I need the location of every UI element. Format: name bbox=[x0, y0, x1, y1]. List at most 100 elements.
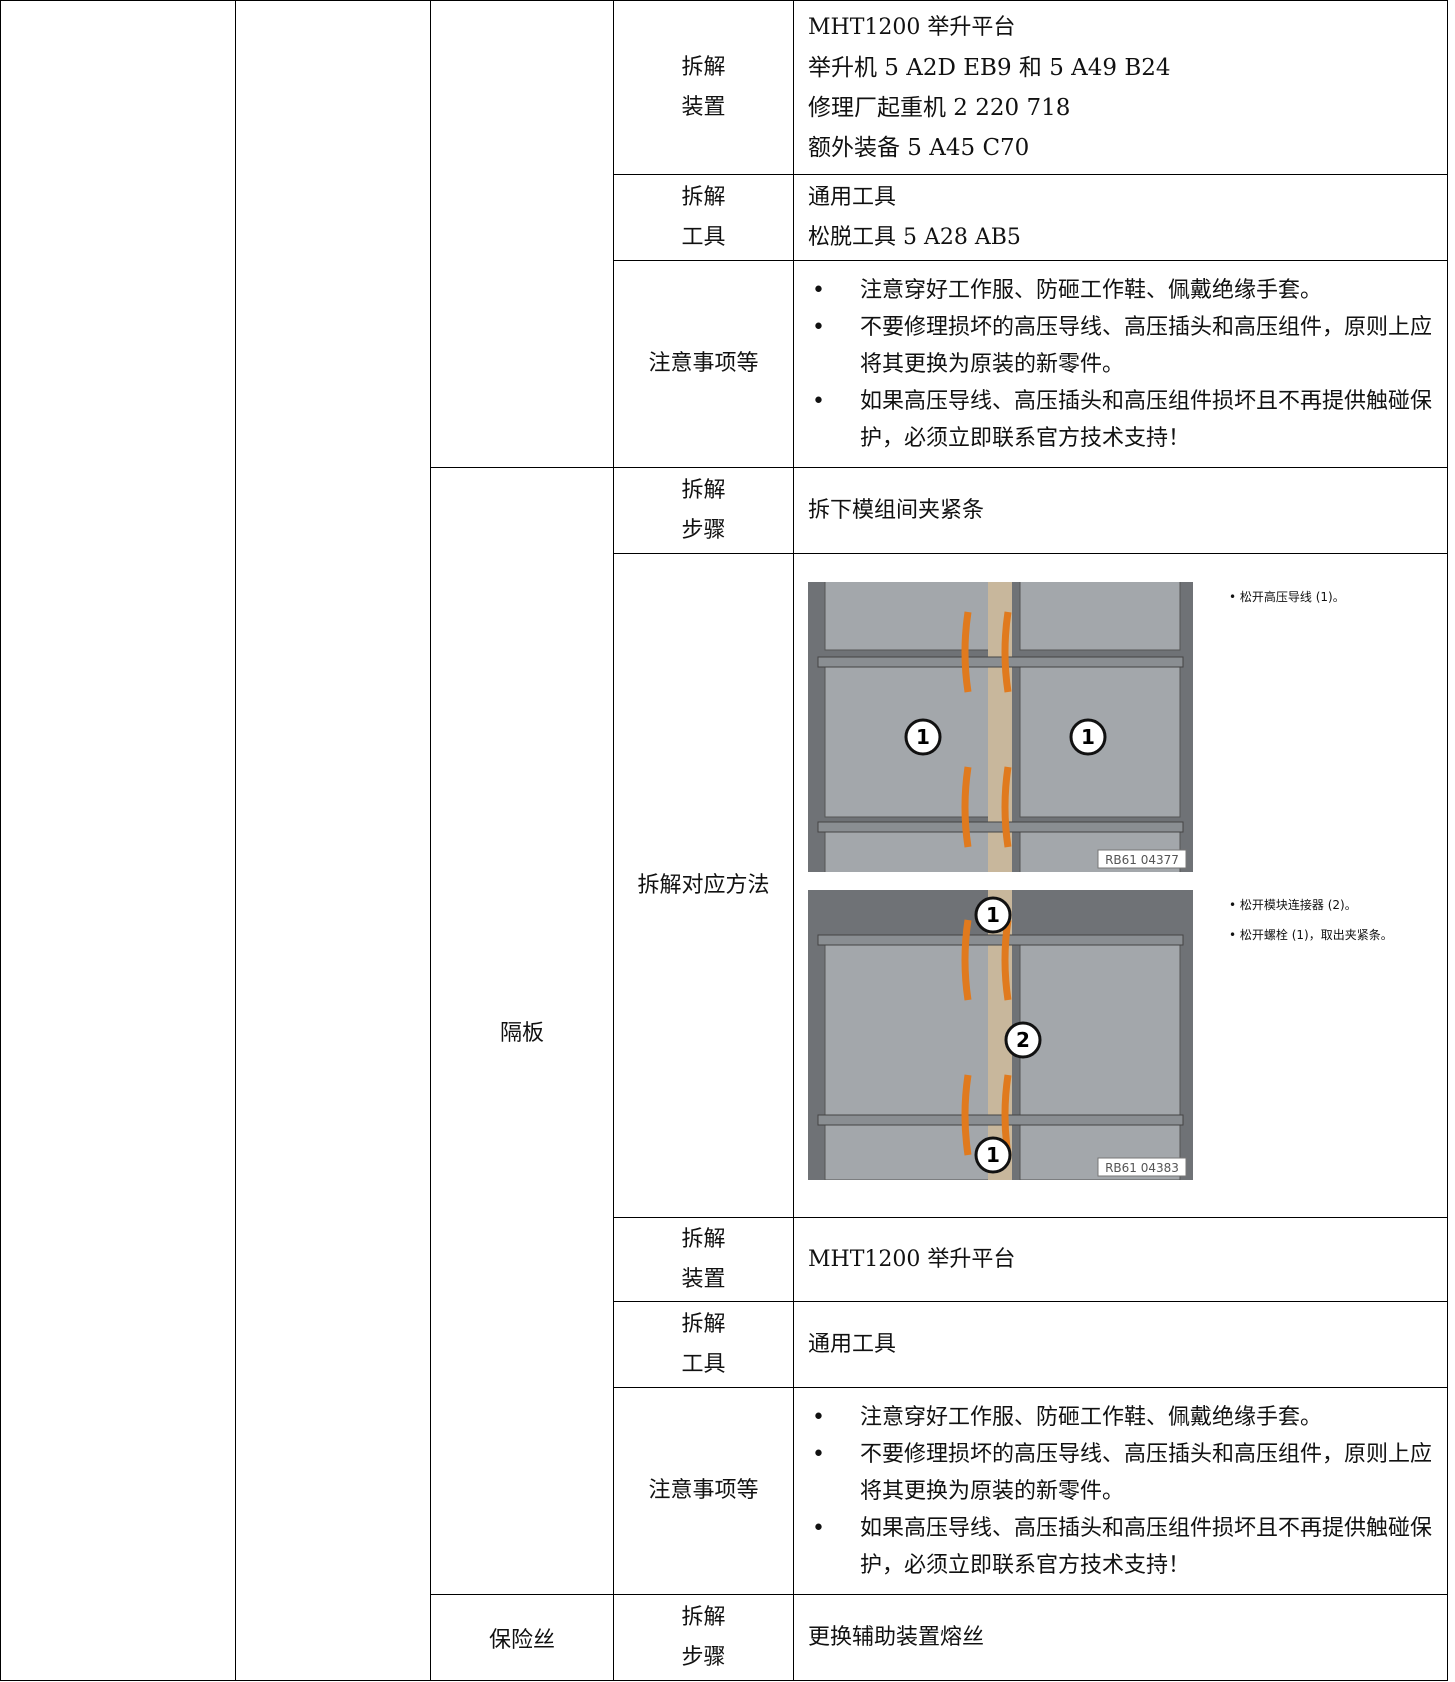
bullet: • bbox=[812, 314, 825, 340]
bullet-text: 不要修理损坏的高压导线、高压插头和高压组件，原则上应将其更换为原装的新零件。 bbox=[860, 1441, 1433, 1504]
figure-image: 1 1 RB61 04377 bbox=[808, 581, 1193, 872]
code-box bbox=[1097, 1157, 1187, 1176]
row-content: MHT1200 举升平台 bbox=[793, 1217, 1448, 1302]
figure-notes: • 松开高压导线 (1)。 bbox=[1193, 582, 1345, 872]
label-line: 拆解 bbox=[681, 54, 726, 80]
callout-number: 1 bbox=[916, 725, 930, 749]
row-label: 拆解 工具 bbox=[613, 174, 794, 261]
label-line: 注意事项等 bbox=[648, 351, 759, 376]
label-line: 拆解 bbox=[681, 184, 726, 210]
bullet-text: 如果高压导线、高压插头和高压组件损坏且不再提供触碰保护，必须立即联系官方技术支持… bbox=[860, 388, 1433, 451]
callout-circle bbox=[974, 1136, 1012, 1173]
cable bbox=[1001, 610, 1012, 693]
content-line: 更换辅助装置熔丝 bbox=[808, 1624, 985, 1650]
figure: 1 1 RB61 04377 • 松开高压导线 (1)。 bbox=[808, 581, 1441, 872]
table-row: 拆解 装置 MHT1200 举升平台 bbox=[1, 1217, 1448, 1302]
cable bbox=[961, 918, 972, 1001]
row-content: 拆下模组间夹紧条 bbox=[793, 467, 1448, 554]
callout-number: 1 bbox=[1081, 725, 1095, 749]
label-line: 装置 bbox=[681, 94, 726, 120]
row-content: 1 1 RB61 04377 • 松开高压导线 (1)。 1 2 1 RB61 04383 • … bbox=[793, 553, 1448, 1218]
bullet-item: • 不要修理损坏的高压导线、高压插头和高压组件，原则上应将其更换为原装的新零件。 bbox=[808, 1436, 1441, 1510]
image-code: RB61 04377 bbox=[1105, 853, 1179, 867]
cable bbox=[1001, 918, 1012, 1001]
figure-note: • 松开螺栓 (1)，取出夹紧条。 bbox=[1229, 927, 1393, 942]
rail bbox=[817, 656, 1184, 667]
content-line: MHT1200 举升平台 bbox=[808, 1246, 1016, 1272]
bullet: • bbox=[812, 277, 825, 303]
content-line: 修理厂起重机 2 220 718 bbox=[808, 94, 1071, 121]
rail bbox=[817, 821, 1184, 832]
bullet-item: • 注意穿好工作服、防砸工作鞋、佩戴绝缘手套。 bbox=[808, 1399, 1441, 1436]
figure-image: 1 2 1 RB61 04383 bbox=[808, 889, 1193, 1180]
figure-note: • 松开高压导线 (1)。 bbox=[1229, 589, 1345, 604]
empty-cell bbox=[235, 0, 431, 1681]
callout-circle bbox=[1004, 1021, 1042, 1058]
label-line: 拆解对应方法 bbox=[637, 872, 770, 898]
table-row: 隔板 拆解 步骤 拆下模组间夹紧条 bbox=[1, 467, 1448, 1595]
row-content: 更换辅助装置熔丝 bbox=[793, 1594, 1448, 1681]
table-row: 注意事项等 • 注意穿好工作服、防砸工作鞋、佩戴绝缘手套。 • 不要修理损坏的高压导线、… bbox=[1, 1387, 1448, 1595]
bullet: • bbox=[812, 388, 825, 414]
label-line: 装置 bbox=[681, 1266, 726, 1292]
content-line: 举升机 5 A2D EB9 和 5 A49 B24 bbox=[808, 54, 1171, 81]
row-label: 注意事项等 bbox=[613, 1387, 794, 1595]
rail bbox=[817, 1114, 1184, 1125]
row-label: 拆解 装置 bbox=[613, 1217, 794, 1302]
bullet-text: 如果高压导线、高压插头和高压组件损坏且不再提供触碰保护，必须立即联系官方技术支持… bbox=[860, 1515, 1433, 1578]
bullet-item: • 注意穿好工作服、防砸工作鞋、佩戴绝缘手套。 bbox=[808, 272, 1441, 309]
rail bbox=[817, 934, 1184, 945]
row-content: • 注意穿好工作服、防砸工作鞋、佩戴绝缘手套。 • 不要修理损坏的高压导线、高压插头和… bbox=[793, 1387, 1448, 1595]
cable bbox=[1001, 765, 1012, 848]
panel bbox=[1019, 581, 1181, 650]
bullet-item: • 如果高压导线、高压插头和高压组件损坏且不再提供触碰保护，必须立即联系官方技术支… bbox=[808, 1510, 1441, 1584]
label-line: 工具 bbox=[681, 224, 726, 250]
callout-circle bbox=[1069, 718, 1107, 755]
figure-notes: • 松开模块连接器 (2)。 • 松开螺栓 (1)，取出夹紧条。 bbox=[1193, 890, 1393, 1180]
callout-circle bbox=[904, 718, 942, 755]
row-label: 拆解 步骤 bbox=[613, 1594, 794, 1681]
part-name: 隔板 bbox=[430, 467, 614, 1595]
table-row: 拆解对应方法 1 1 RB61 04377 • 松开高压导线 (1)。 1 2 1 RB61 0… bbox=[1, 553, 1448, 1218]
row-label: 注意事项等 bbox=[613, 260, 794, 468]
content-line: MHT1200 举升平台 bbox=[808, 14, 1016, 40]
callout-number: 1 bbox=[986, 903, 1000, 927]
code-box bbox=[1097, 849, 1187, 868]
cable bbox=[961, 1073, 972, 1156]
row-content: MHT1200 举升平台举升机 5 A2D EB9 和 5 A49 B24 修理厂… bbox=[793, 0, 1448, 175]
content-line: 通用工具 bbox=[808, 1331, 897, 1357]
label-line: 步骤 bbox=[681, 1644, 726, 1670]
bullet-item: • 如果高压导线、高压插头和高压组件损坏且不再提供触碰保护，必须立即联系官方技术支… bbox=[808, 383, 1441, 457]
bullet-text: 注意穿好工作服、防砸工作鞋、佩戴绝缘手套。 bbox=[860, 277, 1323, 303]
bullet: • bbox=[812, 1404, 825, 1430]
row-label: 拆解对应方法 bbox=[613, 553, 794, 1218]
label-line: 拆解 bbox=[681, 1311, 726, 1337]
image-code: RB61 04383 bbox=[1105, 1161, 1179, 1175]
content-line: 通用工具 bbox=[808, 184, 897, 210]
label-line: 注意事项等 bbox=[648, 1478, 759, 1503]
callout-circle bbox=[974, 896, 1012, 933]
table-row: 注意事项等 • 注意穿好工作服、防砸工作鞋、佩戴绝缘手套。 • 不要修理损坏的高压导线、… bbox=[1, 260, 1448, 468]
bullet: • bbox=[812, 1441, 825, 1467]
label-line: 拆解 bbox=[681, 1604, 726, 1630]
bullet-item: • 不要修理损坏的高压导线、高压插头和高压组件，原则上应将其更换为原装的新零件。 bbox=[808, 309, 1441, 383]
row-label: 拆解 工具 bbox=[613, 1301, 794, 1388]
content-line: 拆下模组间夹紧条 bbox=[808, 497, 985, 523]
label-line: 拆解 bbox=[681, 477, 726, 503]
part-name: 保险丝 bbox=[430, 1594, 614, 1681]
table-row: 保险丝 拆解 步骤 更换辅助装置熔丝 bbox=[1, 1594, 1448, 1681]
figure-note: • 松开模块连接器 (2)。 bbox=[1229, 897, 1357, 912]
content-line: 额外装备 5 A45 C70 bbox=[808, 134, 1030, 161]
cable bbox=[961, 765, 972, 848]
callout-number: 2 bbox=[1016, 1028, 1030, 1052]
row-content: • 注意穿好工作服、防砸工作鞋、佩戴绝缘手套。 • 不要修理损坏的高压导线、高压插头和… bbox=[793, 260, 1448, 468]
bullet: • bbox=[812, 1515, 825, 1541]
label-line: 工具 bbox=[681, 1351, 726, 1377]
bullet-text: 不要修理损坏的高压导线、高压插头和高压组件，原则上应将其更换为原装的新零件。 bbox=[860, 314, 1433, 377]
cable bbox=[961, 610, 972, 693]
bullet-text: 注意穿好工作服、防砸工作鞋、佩戴绝缘手套。 bbox=[860, 1404, 1323, 1430]
row-content: 通用工具 松脱工具 5 A28 AB5 bbox=[793, 174, 1448, 261]
